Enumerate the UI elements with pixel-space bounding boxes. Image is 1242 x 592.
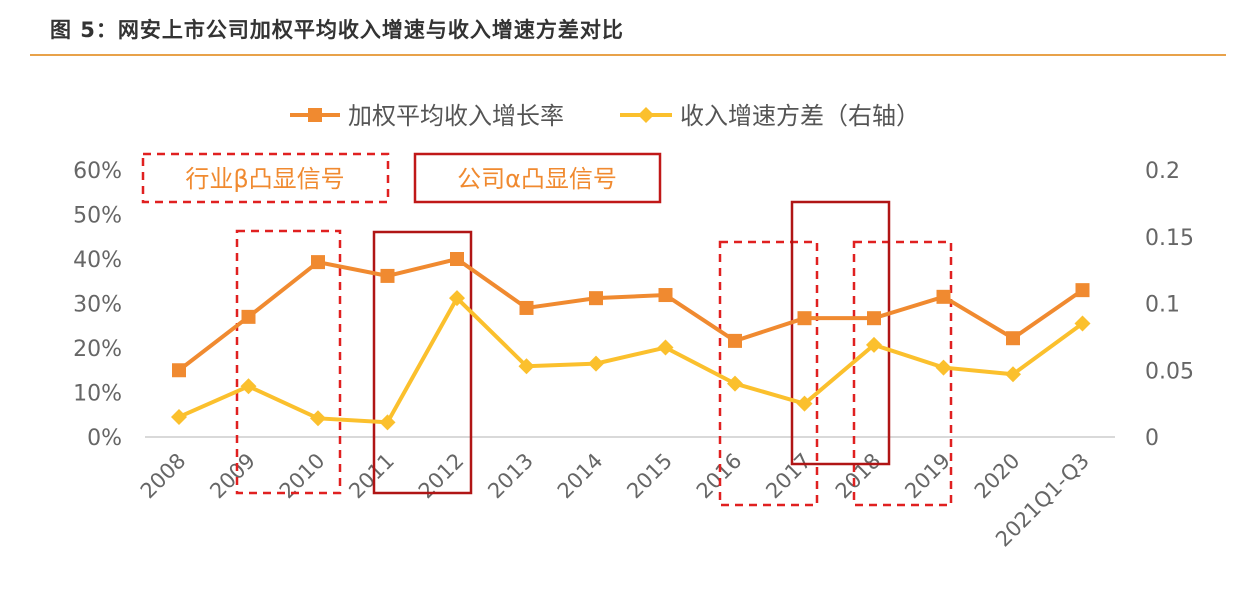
series2-point (935, 359, 952, 376)
series2-point (1005, 366, 1021, 383)
series1-line (177, 256, 1084, 372)
y-left-tick-label: 50% (73, 204, 122, 229)
series1-point (172, 363, 186, 378)
x-tick-label: 2012 (414, 449, 469, 504)
x-tick-label: 2017 (761, 449, 816, 504)
legend: 加权平均收入增长率 收入增速方差（右轴） (290, 102, 920, 130)
series1-point (241, 309, 256, 324)
y-right-tick-label: 0 (1145, 426, 1159, 451)
beta-signal-box (235, 229, 342, 495)
beta-label-box (141, 152, 390, 204)
title-divider (30, 54, 1226, 56)
series2-point (1074, 315, 1091, 332)
series1-point (450, 252, 464, 266)
series1-point (380, 268, 395, 283)
series1-point (797, 311, 812, 326)
alpha-signal-box (372, 230, 473, 495)
x-tick-label: 2010 (275, 449, 330, 504)
series2-point (657, 339, 674, 356)
series2-point (240, 378, 257, 395)
y-left-tick-label: 30% (73, 293, 122, 318)
series1-point (728, 333, 742, 348)
series2-line (178, 294, 1084, 425)
series2-point (866, 336, 882, 353)
y-right-tick-label: 0.1 (1145, 293, 1180, 318)
x-tick-label: 2019 (900, 449, 955, 504)
series1-point (1075, 283, 1090, 298)
beta-signal-label: 行业β凸显信号 (185, 165, 344, 193)
y-left-tick-label: 10% (73, 382, 122, 407)
x-tick-label: 2009 (205, 449, 260, 504)
series1-point (589, 291, 603, 306)
y-left-tick-label: 20% (73, 337, 122, 362)
figure-title: 图 5：网安上市公司加权平均收入增速与收入增速方差对比 (50, 18, 624, 42)
series2-point (588, 355, 604, 372)
series2-point (796, 395, 813, 412)
y-left-tick-label: 40% (73, 248, 122, 273)
y-right-tick-label: 0.05 (1145, 359, 1194, 384)
x-tick-label: 2018 (831, 449, 886, 504)
series2-point (379, 414, 396, 431)
x-tick-label: 2013 (483, 449, 538, 504)
beta-signal-box (852, 240, 953, 507)
series1-point (658, 288, 673, 303)
alpha-signal-label: 公司α凸显信号 (457, 165, 617, 193)
series2-point (171, 408, 187, 425)
series2-point (310, 410, 326, 427)
alpha-label-box (413, 152, 662, 204)
x-tick-label: 2020 (970, 449, 1025, 504)
series2-point (449, 290, 465, 307)
beta-signal-box (718, 240, 819, 507)
legend-marker-square-icon (308, 108, 322, 122)
annotation-labels: 行业β凸显信号 公司α凸显信号 (141, 152, 662, 204)
y-right-tick-label: 0.15 (1145, 226, 1194, 251)
legend-label-series2: 收入增速方差（右轴） (680, 102, 920, 130)
x-tick-label: 2014 (553, 449, 608, 504)
legend-marker-diamond-icon (638, 107, 654, 123)
series1-point (519, 300, 534, 315)
y-left-tick-label: 0% (87, 426, 122, 451)
series1-point (311, 255, 325, 270)
legend-label-series1: 加权平均收入增长率 (348, 102, 564, 130)
series1-point (867, 311, 881, 326)
series2-point (518, 358, 535, 375)
x-tick-label: 2015 (622, 449, 677, 504)
x-tick-label: 2008 (136, 449, 191, 504)
y-right-tick-label: 0.2 (1145, 159, 1180, 184)
x-tick-label: 2011 (344, 449, 399, 504)
series1-point (936, 289, 951, 304)
y-left-tick-label: 60% (73, 159, 122, 184)
alpha-signal-box (790, 200, 891, 466)
series2-point (727, 375, 743, 392)
series1-point (1006, 331, 1020, 346)
